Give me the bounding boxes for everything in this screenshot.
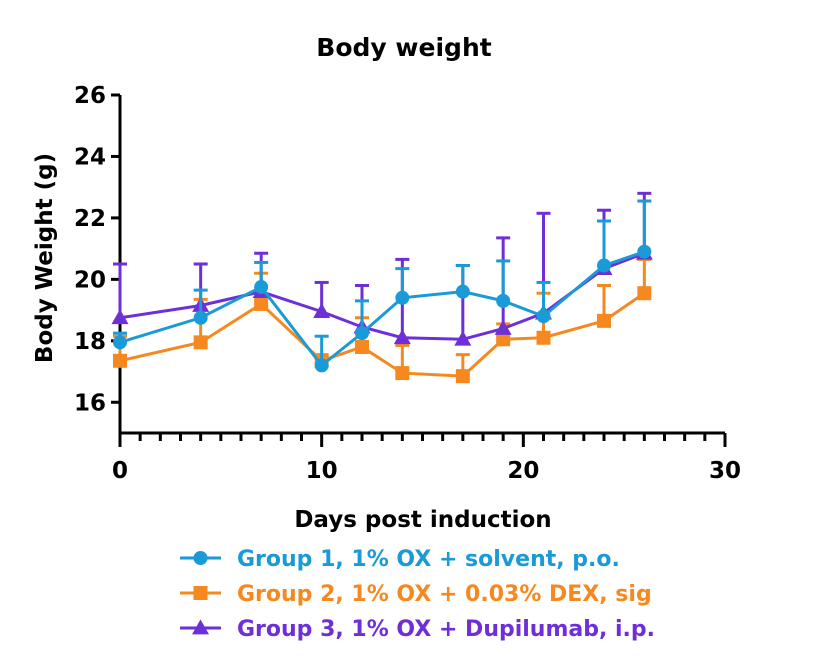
data-point [113, 335, 127, 350]
data-point [254, 280, 269, 295]
data-point [637, 286, 652, 301]
data-point [536, 309, 551, 324]
data-point [355, 326, 369, 341]
data-point [455, 369, 470, 384]
data-point [113, 353, 127, 368]
data-point [597, 313, 611, 328]
legend-marker [193, 586, 208, 600]
data-point [496, 332, 511, 347]
legend-label: Group 3, 1% OX + Dupilumab, i.p. [237, 617, 655, 642]
y-tick-label: 16 [74, 390, 106, 416]
legend-marker [192, 619, 209, 635]
data-point [536, 330, 551, 345]
legend-item-3: Group 3, 1% OX + Dupilumab, i.p. [180, 617, 655, 642]
x-tick-label: 0 [112, 458, 128, 484]
data-point [314, 358, 329, 373]
data-point [393, 329, 411, 345]
legend-item-1: Group 1, 1% OX + solvent, p.o. [180, 547, 620, 572]
legend-label: Group 1, 1% OX + solvent, p.o. [237, 547, 620, 572]
legend-marker [193, 551, 208, 565]
y-tick-label: 26 [74, 83, 106, 109]
data-point [355, 339, 369, 354]
series-1 [113, 199, 652, 373]
y-axis-label: Body Weight (g) [32, 153, 58, 363]
data-point [254, 296, 269, 311]
data-point [637, 244, 652, 259]
data-point [395, 290, 410, 305]
x-tick-label: 10 [306, 458, 338, 484]
data-point [597, 258, 611, 273]
legend-item-2: Group 2, 1% OX + 0.03% DEX, sig [180, 582, 652, 607]
y-tick-label: 24 [74, 144, 106, 170]
x-axis-label: Days post induction [294, 507, 551, 533]
data-point [111, 309, 129, 325]
legend: Group 1, 1% OX + solvent, p.o. Group 2, 1… [180, 547, 655, 642]
x-tick-label: 30 [709, 458, 741, 484]
y-tick-label: 20 [74, 267, 106, 293]
data-point [395, 366, 410, 381]
data-point [454, 330, 472, 346]
data-point [313, 303, 331, 319]
chart-title: Body weight [316, 33, 491, 62]
y-tick-label: 18 [74, 329, 106, 355]
y-tick-label: 22 [74, 206, 106, 232]
axes: 16 18 20 22 24 26 0 10 20 30 [74, 83, 741, 484]
data-point [455, 284, 470, 299]
data-point [193, 310, 208, 325]
x-tick-label: 20 [507, 458, 539, 484]
data-point [496, 293, 511, 308]
data-point [193, 335, 208, 350]
data-point [494, 320, 512, 335]
plot-area [111, 191, 653, 384]
series-3 [111, 191, 653, 346]
legend-label: Group 2, 1% OX + 0.03% DEX, sig [237, 582, 652, 607]
